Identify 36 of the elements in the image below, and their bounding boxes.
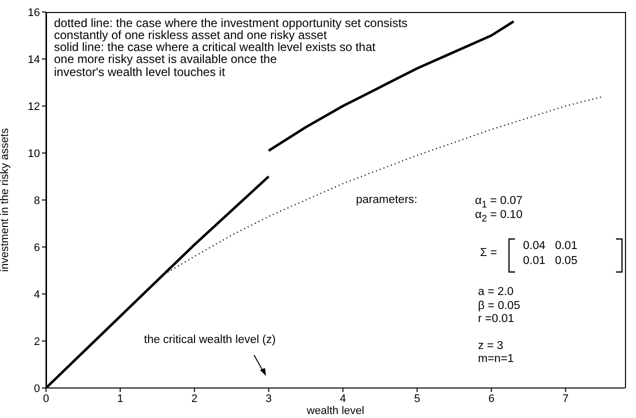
x-tick-label: 0	[42, 392, 50, 405]
y-tick-label: 16	[28, 6, 40, 19]
y-tick-label: 2	[34, 336, 40, 348]
annotation: Σ =	[480, 247, 498, 259]
annotation: constantly of one riskless asset and one risky asset	[54, 28, 327, 42]
y-tick-label: 4	[34, 288, 40, 301]
annotation: a = 2.0	[478, 286, 514, 298]
annotation: the critical wealth level (z)	[144, 334, 276, 346]
x-tick-label: 4	[340, 392, 346, 405]
annotation: α$_{1}$ = 0.07	[475, 195, 522, 210]
x-tick-label: 7	[562, 392, 569, 405]
y-tick-label: 12	[28, 100, 40, 113]
annotation: investor's wealth level touches it	[54, 65, 226, 79]
annotation: z = 3	[478, 340, 504, 352]
y-axis-title: investment in the risky assets	[0, 128, 11, 272]
y-tick-label: 6	[34, 242, 40, 254]
annotation: 0.04 0.01	[523, 240, 578, 252]
x-axis-title: wealth level	[306, 405, 364, 417]
y-tick-label: 14	[28, 54, 40, 66]
y-tick-label: 10	[28, 148, 40, 160]
annotation: dotted line: the case where the investment opportunity set consists	[54, 16, 408, 30]
x-tick-label: 6	[488, 392, 494, 405]
annotation: parameters:	[356, 194, 418, 206]
annotation: solid line: the case where a critical wealth level exists so that	[54, 40, 376, 54]
annotation: m=n=1	[478, 353, 514, 365]
annotation: β = 0.05	[478, 300, 520, 312]
x-tick-label: 1	[117, 392, 124, 405]
y-tick-label: 0	[34, 382, 40, 395]
x-tick-label: 5	[414, 392, 420, 405]
x-tick-label: 2	[191, 392, 198, 405]
annotation: α$_{2}$ = 0.10	[475, 209, 522, 226]
y-tick-label: 8	[34, 194, 40, 207]
annotation: r =0.01	[478, 313, 514, 325]
x-tick-label: 3	[266, 392, 272, 405]
annotation: one more risky asset is available once the	[54, 52, 277, 66]
annotation: 0.01 0.05	[523, 255, 578, 267]
